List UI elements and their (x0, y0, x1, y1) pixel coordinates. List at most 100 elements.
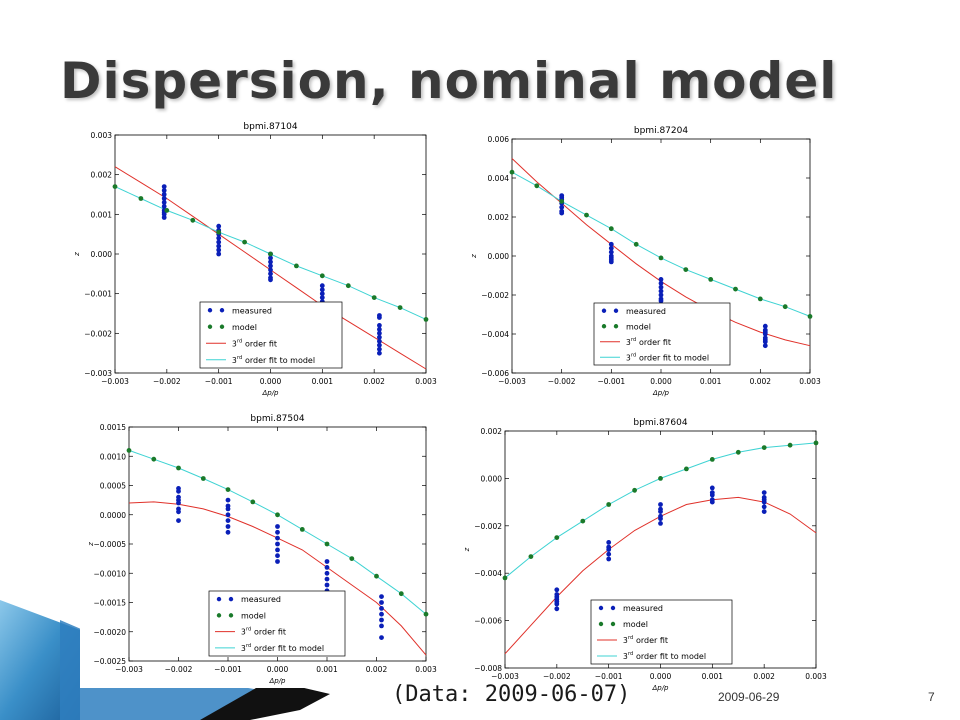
y-tick-label: −0.0005 (93, 540, 126, 549)
chart-title: bpmi.87604 (633, 418, 687, 428)
y-tick-label: −0.002 (481, 291, 509, 300)
legend-label: measured (241, 595, 281, 604)
chart-2: bpmi.87204 −0.003 −0.002 −0.001 0.000 0.001 0.… (460, 118, 830, 397)
model-point (509, 169, 515, 175)
measured-point (379, 606, 384, 611)
x-tick-label: 0.001 (312, 377, 334, 386)
legend-order-numeral: 3 (241, 644, 246, 653)
legend-label: rd (628, 635, 633, 641)
model-point (632, 487, 637, 493)
measured-point (319, 287, 325, 293)
model-point (126, 448, 132, 453)
y-axis-label: z (73, 252, 81, 257)
legend-marker (216, 596, 222, 602)
model-point (164, 208, 170, 213)
measured-point (216, 235, 222, 241)
chart-1: bpmi.87104 −0.003 −0.002 −0.001 0.000 0.001 0.… (73, 118, 440, 397)
model-point (190, 217, 196, 223)
model-point (554, 535, 560, 540)
measured-point (225, 506, 231, 512)
measured-point (324, 576, 330, 582)
model-point (709, 457, 715, 462)
x-axis-label: Δp/p (261, 389, 279, 397)
x-tick-label: −0.002 (153, 377, 181, 386)
model-point (757, 296, 763, 302)
model-point (733, 286, 738, 292)
model-point (151, 456, 157, 462)
y-tick-label: −0.006 (474, 617, 502, 626)
footer-date: 2009-06-29 (718, 690, 780, 704)
measured-point (319, 295, 325, 300)
legend-box (208, 590, 346, 657)
decorative-blue-wedge (0, 600, 330, 720)
measured-point (709, 492, 715, 498)
x-tick-label: 0.001 (700, 377, 722, 386)
measured-point (161, 204, 167, 209)
measured-point (379, 600, 384, 605)
legend-label-rest: order fit (639, 338, 671, 347)
measured-point (608, 249, 614, 255)
x-tick-label: 0.002 (753, 672, 775, 681)
measured-point (161, 192, 167, 197)
chart-title: bpmi.87504 (250, 414, 304, 424)
x-tick-label: 0.002 (363, 377, 385, 386)
measured-point (275, 553, 280, 559)
x-tick-label: 0.003 (415, 665, 437, 674)
model-point (423, 317, 429, 322)
legend-order-numeral: 3 (232, 356, 237, 365)
measured-point (324, 582, 330, 588)
measured-point (658, 516, 663, 522)
legend-box (199, 301, 343, 369)
model-point (782, 304, 788, 310)
model-point (275, 512, 280, 518)
legend-label: rd (246, 643, 251, 649)
legend-marker (601, 308, 607, 313)
y-tick-label: 0.000 (488, 252, 510, 261)
y-tick-label: −0.0020 (93, 628, 126, 637)
y-tick-label: −0.0010 (93, 569, 126, 578)
legend-label: rd (237, 355, 242, 361)
legend-label: rd (246, 627, 251, 633)
legend-label: measured (623, 604, 663, 613)
measured-point (379, 611, 384, 617)
measured-point (608, 241, 614, 247)
measured-point (161, 196, 167, 201)
measured-point (761, 504, 767, 510)
measured-point (161, 188, 167, 193)
model-point (345, 283, 351, 289)
model-point (683, 267, 689, 272)
y-tick-label: 0.001 (91, 210, 113, 219)
x-tick-label: −0.002 (165, 665, 193, 674)
measured-point (324, 559, 330, 564)
model-point (374, 573, 379, 579)
measured-point (324, 570, 330, 576)
legend-marker (601, 324, 607, 329)
model-point (268, 251, 273, 257)
measured-point (225, 529, 231, 535)
legend-label-rest: order fit to model (245, 356, 315, 365)
legend-marker (610, 621, 616, 627)
model-point (349, 556, 355, 561)
model-point (528, 554, 534, 559)
measured-point (225, 524, 231, 529)
measured-point (275, 547, 280, 553)
chart-4: bpmi.87604 −0.003 −0.002 −0.001 0.000 0.001 0.… (458, 418, 830, 692)
y-tick-label: −0.006 (481, 369, 509, 378)
x-tick-label: −0.003 (101, 377, 129, 386)
model-point (138, 196, 144, 201)
legend-label-rest: order fit (245, 339, 277, 348)
measured-point (377, 350, 382, 356)
legend-order-numeral: 3 (232, 339, 237, 348)
x-tick-label: −0.001 (597, 377, 625, 386)
model-point (534, 183, 540, 189)
model-point (294, 263, 299, 269)
measured-point (658, 284, 664, 290)
measured-point (377, 327, 382, 332)
x-tick-label: 0.001 (316, 665, 338, 674)
model-point (580, 518, 586, 524)
x-axis-label: Δp/p (652, 389, 670, 397)
measured-point (377, 330, 382, 336)
legend-marker (613, 308, 619, 313)
measured-point (379, 617, 384, 623)
